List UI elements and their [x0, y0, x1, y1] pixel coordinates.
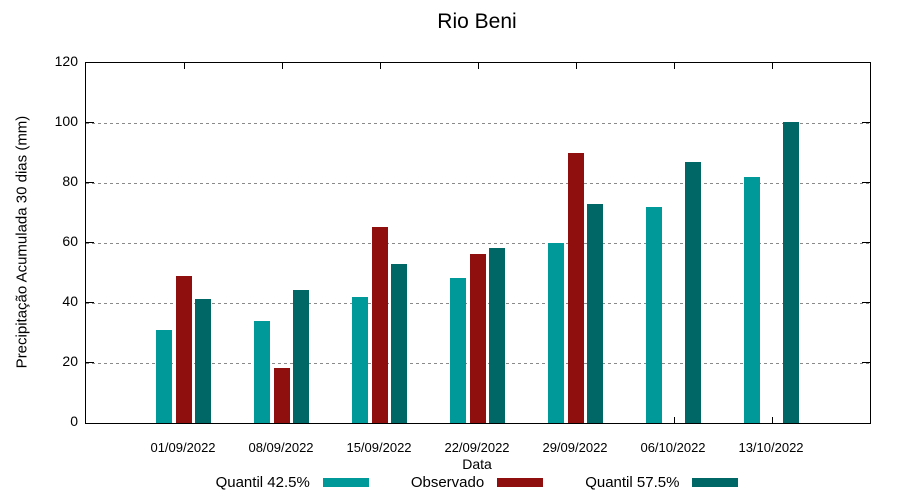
y-tick-mark: [86, 122, 94, 123]
bar: [176, 276, 192, 423]
gridline: [86, 242, 870, 244]
bar: [195, 298, 211, 423]
bar: [548, 243, 564, 423]
legend-label: Observado: [410, 474, 485, 491]
legend-entry: Observado: [410, 474, 544, 491]
y-tick-label: 40: [62, 293, 78, 309]
x-tick-mark: [674, 63, 675, 69]
bar: [254, 321, 270, 423]
x-tick-label: 01/09/2022: [150, 440, 216, 455]
y-tick-label: 80: [62, 173, 78, 189]
bar: [372, 226, 388, 423]
y-tick-mark: [862, 242, 870, 243]
y-tick-mark: [86, 182, 94, 183]
y-tick-mark: [86, 302, 94, 303]
y-tick-mark: [862, 302, 870, 303]
y-tick-mark: [862, 362, 870, 363]
y-tick-label: 20: [62, 353, 78, 369]
x-tick-label: 08/09/2022: [248, 440, 314, 455]
y-tick-label: 120: [54, 53, 78, 69]
y-tick-label: 60: [62, 233, 78, 249]
x-tick-mark: [478, 63, 479, 69]
x-tick-mark: [380, 63, 381, 69]
legend: Quantil 42.5% Observado Quantil 57.5%: [85, 474, 869, 491]
bar: [156, 330, 172, 423]
bar: [587, 204, 603, 423]
legend-entry: Quantil 57.5%: [585, 474, 739, 491]
legend-swatch: [497, 478, 544, 487]
bar: [450, 277, 466, 423]
x-tick-label: 13/10/2022: [738, 440, 804, 455]
y-tick-mark: [862, 122, 870, 123]
bar: [646, 207, 662, 423]
y-tick-mark: [86, 242, 94, 243]
legend-entry: Quantil 42.5%: [216, 474, 369, 491]
y-tick-mark: [862, 182, 870, 183]
x-tick-label: 22/09/2022: [444, 440, 510, 455]
gridline: [86, 122, 870, 124]
legend-label: Quantil 57.5%: [585, 474, 680, 491]
bar: [293, 289, 309, 423]
legend-swatch: [692, 478, 739, 487]
bar: [783, 121, 799, 423]
bar: [352, 297, 368, 423]
x-tick-mark: [576, 63, 577, 69]
plot-area: [85, 62, 871, 424]
legend-swatch: [322, 478, 369, 487]
bar: [274, 367, 290, 423]
chart-title: Rio Beni: [437, 10, 517, 33]
x-tick-label: 29/09/2022: [542, 440, 608, 455]
bar: [568, 153, 584, 423]
x-tick-mark: [772, 63, 773, 69]
y-tick-label: 100: [54, 113, 78, 129]
gridline: [86, 182, 870, 184]
y-tick-mark: [86, 362, 94, 363]
x-tick-label: 15/09/2022: [346, 440, 412, 455]
x-tick-label: 06/10/2022: [640, 440, 706, 455]
bar: [489, 247, 505, 423]
legend-label: Quantil 42.5%: [215, 474, 310, 491]
x-tick-mark: [674, 417, 675, 423]
bar: [744, 177, 760, 423]
x-tick-mark: [184, 63, 185, 69]
bar: [685, 162, 701, 423]
y-tick-label: 0: [70, 413, 78, 429]
bar: [391, 264, 407, 423]
x-tick-mark: [282, 63, 283, 69]
x-tick-mark: [772, 417, 773, 423]
bar: [470, 253, 486, 423]
x-axis-title: Data: [462, 456, 492, 472]
